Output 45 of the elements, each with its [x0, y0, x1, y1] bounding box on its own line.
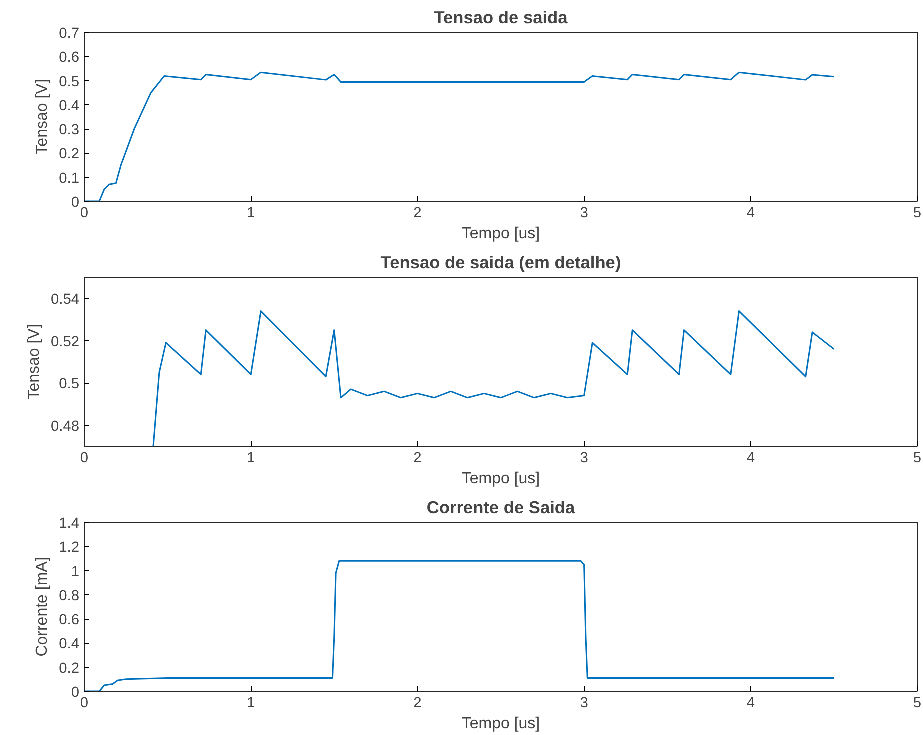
y-tick-label: 0.48: [50, 418, 80, 435]
x-tick-label: 3: [580, 450, 588, 466]
x-tick-label: 4: [746, 696, 755, 712]
x-tick-label: 1: [247, 450, 256, 466]
y-tick-label: 0.6: [59, 612, 80, 629]
y-tick-label: 1.4: [59, 516, 80, 532]
y-tick-label: 0.52: [50, 334, 80, 350]
x-tick-label: 4: [746, 206, 755, 222]
y-tick-label: 0: [71, 685, 80, 701]
y-tick-label: 0.1: [59, 170, 80, 187]
x-axis-title: Tempo [us]: [462, 226, 540, 242]
y-tick-label: 0.7: [59, 26, 80, 42]
y-tick-label: 0.8: [59, 588, 80, 604]
chart-title: Corrente de Saida: [426, 498, 576, 518]
x-tick-label: 5: [913, 450, 922, 466]
y-tick-label: 0.2: [59, 146, 80, 163]
x-tick-label: 2: [414, 206, 422, 222]
x-tick-label: 1: [247, 206, 256, 222]
y-tick-label: 1.2: [59, 540, 80, 556]
y-tick-label: 0.54: [50, 292, 80, 308]
chart-title: Tensao de saida (em detalhe): [380, 252, 622, 272]
chart-title: Tensao de saida: [434, 8, 568, 28]
x-tick-label: 3: [580, 696, 588, 712]
y-axis-title: Corrente [mA]: [34, 557, 52, 657]
y-tick-label: 0.2: [59, 660, 80, 677]
x-axis-title: Tempo [us]: [462, 716, 540, 732]
y-axis-title: Tensao [V]: [26, 324, 43, 400]
x-tick-label: 5: [913, 696, 922, 712]
x-axis-title: Tempo [us]: [462, 470, 540, 488]
x-tick-label: 4: [746, 450, 755, 466]
x-tick-label: 2: [414, 696, 422, 712]
y-axis-title: Tensao [V]: [34, 79, 52, 155]
y-tick-label: 0.4: [59, 98, 80, 114]
y-tick-label: 0: [71, 195, 80, 211]
y-tick-label: 0.3: [59, 122, 80, 139]
x-tick-label: 1: [247, 696, 256, 712]
y-tick-label: 0.5: [59, 74, 80, 90]
line-series: [152, 310, 835, 446]
y-tick-label: 1: [71, 564, 80, 580]
y-tick-label: 0.5: [59, 376, 80, 393]
x-tick-label: 2: [414, 450, 422, 466]
x-tick-label: 3: [580, 206, 588, 222]
y-tick-label: 0.4: [59, 636, 80, 653]
x-tick-label: 5: [913, 206, 922, 222]
y-tick-label: 0.6: [59, 50, 80, 66]
